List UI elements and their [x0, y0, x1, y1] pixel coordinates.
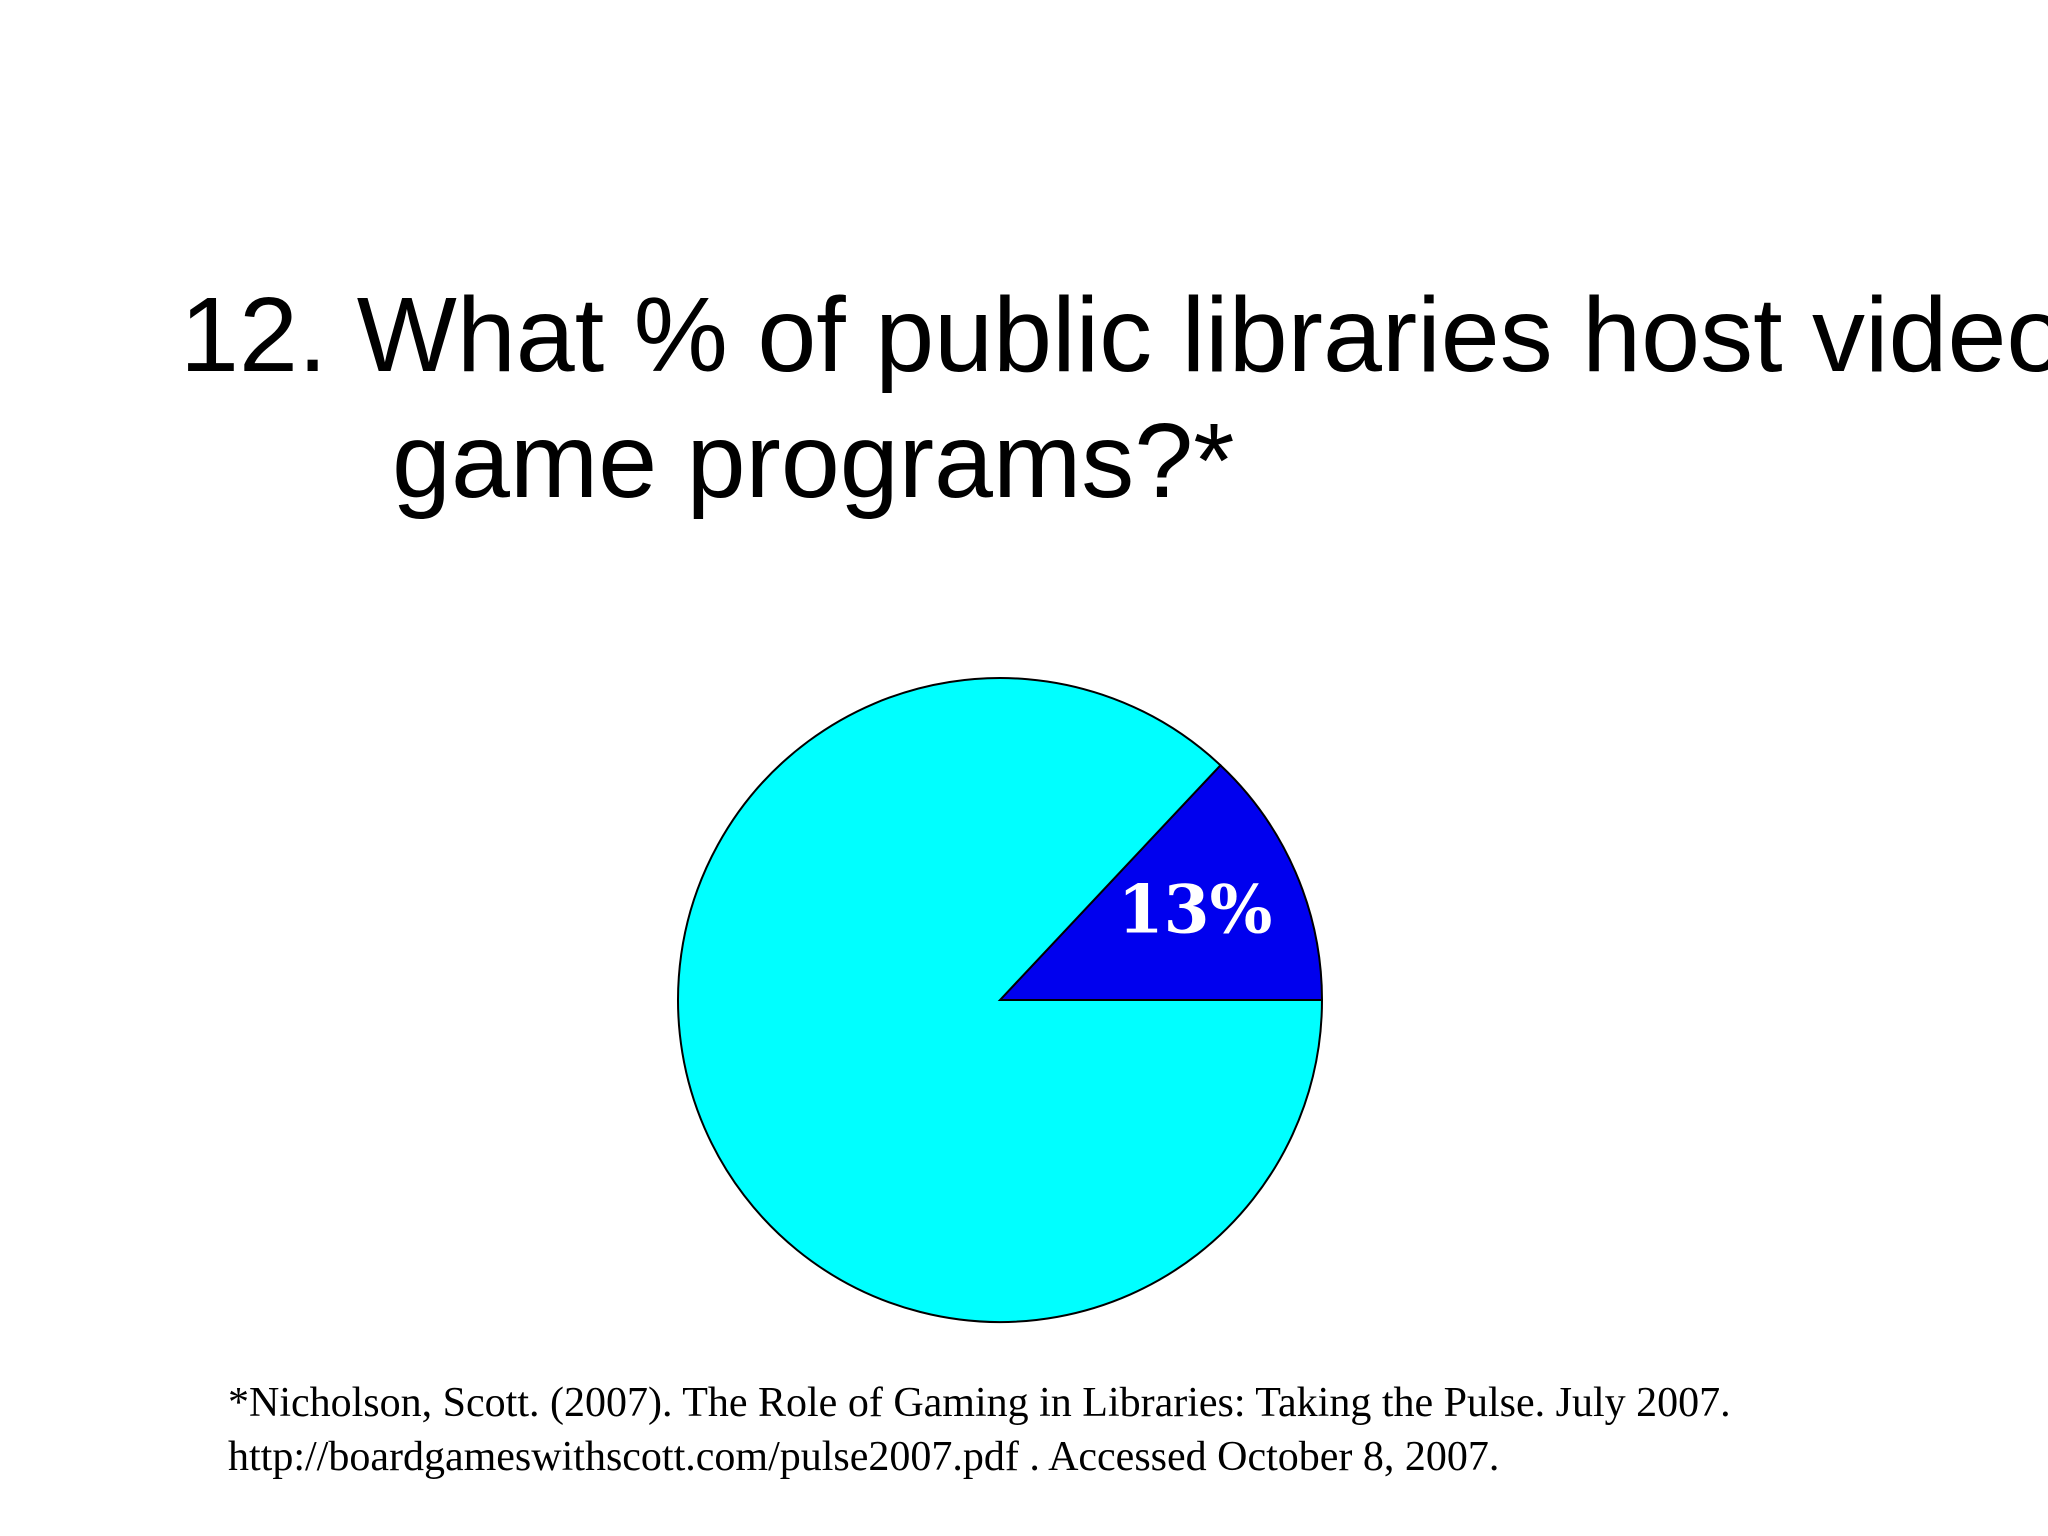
citation: *Nicholson, Scott. (2007). The Role of G… — [228, 1376, 2018, 1484]
pie-slice-1 — [997, 763, 1324, 1001]
title-line-1: 12. What % of public libraries host vide… — [180, 276, 2048, 394]
slide-title: 12. What % of public libraries host vide… — [180, 272, 2048, 524]
pie-slice-label-1: 13% — [1118, 871, 1273, 949]
title-line-2: game programs?* — [392, 402, 1235, 520]
citation-line-1: *Nicholson, Scott. (2007). The Role of G… — [228, 1380, 1731, 1426]
pie-slice-2 — [677, 677, 1324, 1324]
citation-line-2: http://boardgameswithscott.com/pulse2007… — [228, 1434, 1500, 1480]
